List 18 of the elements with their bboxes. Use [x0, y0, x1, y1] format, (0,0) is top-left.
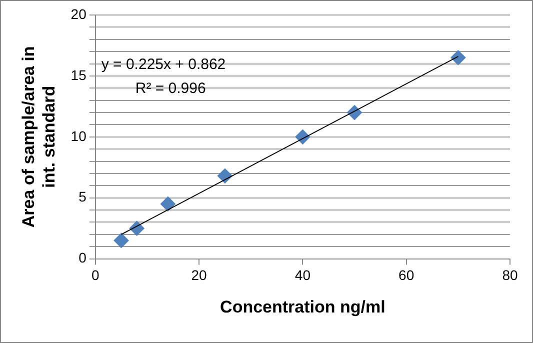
point	[217, 168, 232, 184]
x-tick-label: 60	[398, 267, 414, 284]
point	[450, 50, 466, 66]
y-tick-label: 5	[78, 188, 87, 205]
y-tick-label: 15	[70, 66, 87, 83]
y-tick-label: 0	[78, 250, 87, 266]
x-tick-label: 0	[91, 267, 100, 284]
x-tick-label: 40	[294, 267, 311, 284]
x-axis-title: Concentration ng/ml	[220, 297, 386, 316]
point	[114, 233, 129, 248]
y-tick-label: 20	[70, 6, 87, 22]
annotation: y = 0.225x + 0.862	[101, 56, 226, 74]
annotation: R² = 0.996	[135, 80, 206, 98]
point	[160, 196, 176, 212]
y-axis-title: Area of sample/area in int. standard	[18, 46, 58, 228]
x-tick-label: 80	[502, 267, 518, 284]
x-tick-label: 20	[191, 267, 208, 284]
y-tick-label: 10	[70, 128, 87, 144]
